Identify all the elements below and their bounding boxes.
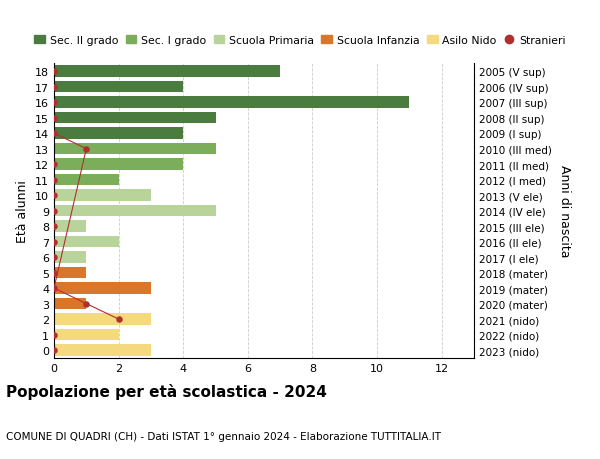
Point (49, 130, 59, 138)
Text: COMUNE DI QUADRI (CH) - Dati ISTAT 1° gennaio 2024 - Elaborazione TUTTITALIA.IT: COMUNE DI QUADRI (CH) - Dati ISTAT 1° ge… (6, 431, 441, 441)
Bar (54, 205, 215, 217)
Bar (54, 298, 86, 310)
Legend: Sec. II grado, Sec. I grado, Scuola Primaria, Scuola Infanzia, Asilo Nido, Stran: Sec. II grado, Sec. I grado, Scuola Prim… (30, 32, 570, 50)
Bar (54, 82, 183, 93)
Point (49, 177, 59, 184)
Text: Popolazione per età scolastica - 2024: Popolazione per età scolastica - 2024 (6, 383, 327, 399)
Y-axis label: Anni di nascita: Anni di nascita (558, 165, 571, 257)
Bar (54, 66, 280, 78)
Point (49, 285, 59, 292)
Point (114, 316, 124, 323)
Point (82, 300, 91, 308)
Bar (54, 221, 86, 232)
Point (49, 192, 59, 199)
Bar (54, 252, 86, 263)
Bar (54, 313, 151, 325)
Point (49, 84, 59, 91)
Point (49, 238, 59, 246)
Point (82, 146, 91, 153)
Bar (54, 159, 183, 171)
Bar (54, 128, 183, 140)
Bar (54, 97, 409, 109)
Bar (54, 329, 119, 341)
Point (49, 99, 59, 106)
Point (49, 347, 59, 354)
Y-axis label: Età alunni: Età alunni (16, 180, 29, 242)
Bar (54, 236, 119, 248)
Point (49, 68, 59, 76)
Bar (54, 345, 151, 356)
Point (49, 207, 59, 215)
Point (49, 115, 59, 122)
Bar (54, 112, 215, 124)
Point (49, 161, 59, 168)
Point (49, 254, 59, 261)
Bar (54, 174, 119, 186)
Bar (54, 283, 151, 294)
Bar (54, 190, 151, 202)
Point (49, 223, 59, 230)
Bar (54, 267, 86, 279)
Point (49, 269, 59, 277)
Bar (54, 144, 215, 155)
Point (49, 331, 59, 338)
